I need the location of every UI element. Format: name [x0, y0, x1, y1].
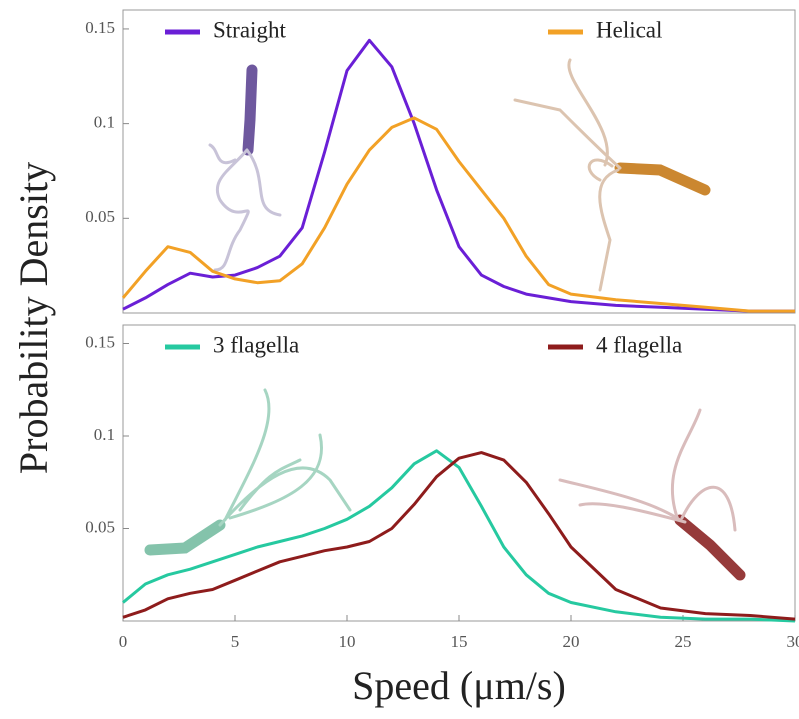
legend-label: 3 flagella [213, 332, 299, 357]
data-line [122, 449, 796, 623]
x-tick-label: 10 [339, 632, 356, 651]
x-tick-label: 15 [451, 632, 468, 651]
plot-frame [122, 9, 796, 314]
x-axis-label: Speed (μm/s) [352, 663, 566, 708]
y-tick-label: 0.15 [85, 18, 115, 37]
legend-label: Helical [596, 17, 662, 42]
legend-label: Straight [213, 17, 286, 42]
y-tick-label: 0.1 [94, 113, 115, 132]
y-tick-label: 0.05 [85, 517, 115, 536]
x-tick-label: 30 [787, 632, 799, 651]
y-tick-label: 0.05 [85, 207, 115, 226]
x-tick-label: 0 [119, 632, 128, 651]
plot-frame [122, 324, 796, 622]
data-line [122, 451, 796, 621]
y-tick-label: 0.15 [85, 332, 115, 351]
data-line [122, 38, 795, 313]
illustrations [144, 58, 746, 581]
x-tick-label: 25 [675, 632, 692, 651]
legend-label: 4 flagella [596, 332, 682, 357]
y-tick-label: 0.1 [94, 425, 115, 444]
x-tick-label: 5 [231, 632, 240, 651]
x-tick-label: 20 [563, 632, 580, 651]
data-line [121, 116, 795, 313]
y-axis-label: Probability Density [11, 162, 56, 474]
